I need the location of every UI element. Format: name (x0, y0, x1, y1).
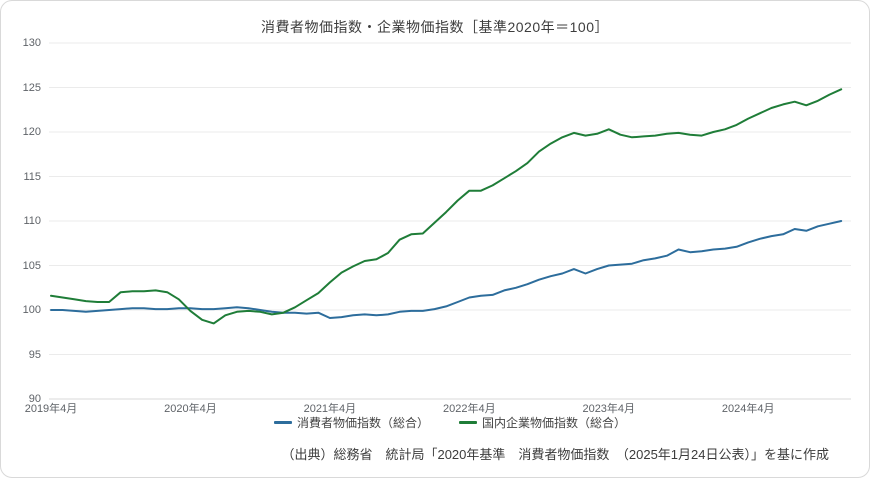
legend-label: 国内企業物価指数（総合） (482, 416, 627, 430)
legend-line-swatch (273, 421, 292, 424)
legend-label: 消費者物価指数（総合） (296, 416, 429, 430)
legend-line-swatch (459, 421, 477, 424)
chart-title: 消費者物価指数・企業物価指数［基準2020年＝100］ (260, 19, 609, 35)
source-caption: （出典）総務省 統計局「2020年基準 消費者物価指数 （2025年1月24日公… (281, 447, 829, 462)
y-axis-label: 115 (23, 170, 41, 183)
cgpi-line (50, 88, 843, 325)
y-axis-label: 130 (22, 37, 41, 49)
legend-item: 国内企業物価指数（総合） (459, 414, 626, 431)
x-axis-label: 2024年4月 (721, 403, 775, 415)
x-axis-label: 2023年4月 (582, 403, 636, 415)
y-axis-label: 120 (22, 126, 41, 138)
legend-item: 消費者物価指数（総合） (273, 414, 429, 431)
x-axis-label: 2022年4月 (443, 403, 496, 415)
y-axis-label: 110 (23, 215, 41, 227)
cpi-line (50, 220, 843, 319)
x-axis-label: 2019年4月 (24, 403, 78, 415)
y-axis-label: 95 (28, 348, 41, 361)
x-axis-label: 2020年4月 (164, 403, 217, 415)
y-axis-label: 105 (22, 259, 41, 272)
y-axis-label: 125 (22, 81, 41, 94)
x-axis-label: 2021年4月 (303, 403, 357, 415)
y-axis-label: 100 (22, 304, 41, 316)
chart-legend: 消費者物価指数（総合） 国内企業物価指数（総合） (49, 414, 851, 431)
y-axis-label: 90 (28, 393, 41, 405)
